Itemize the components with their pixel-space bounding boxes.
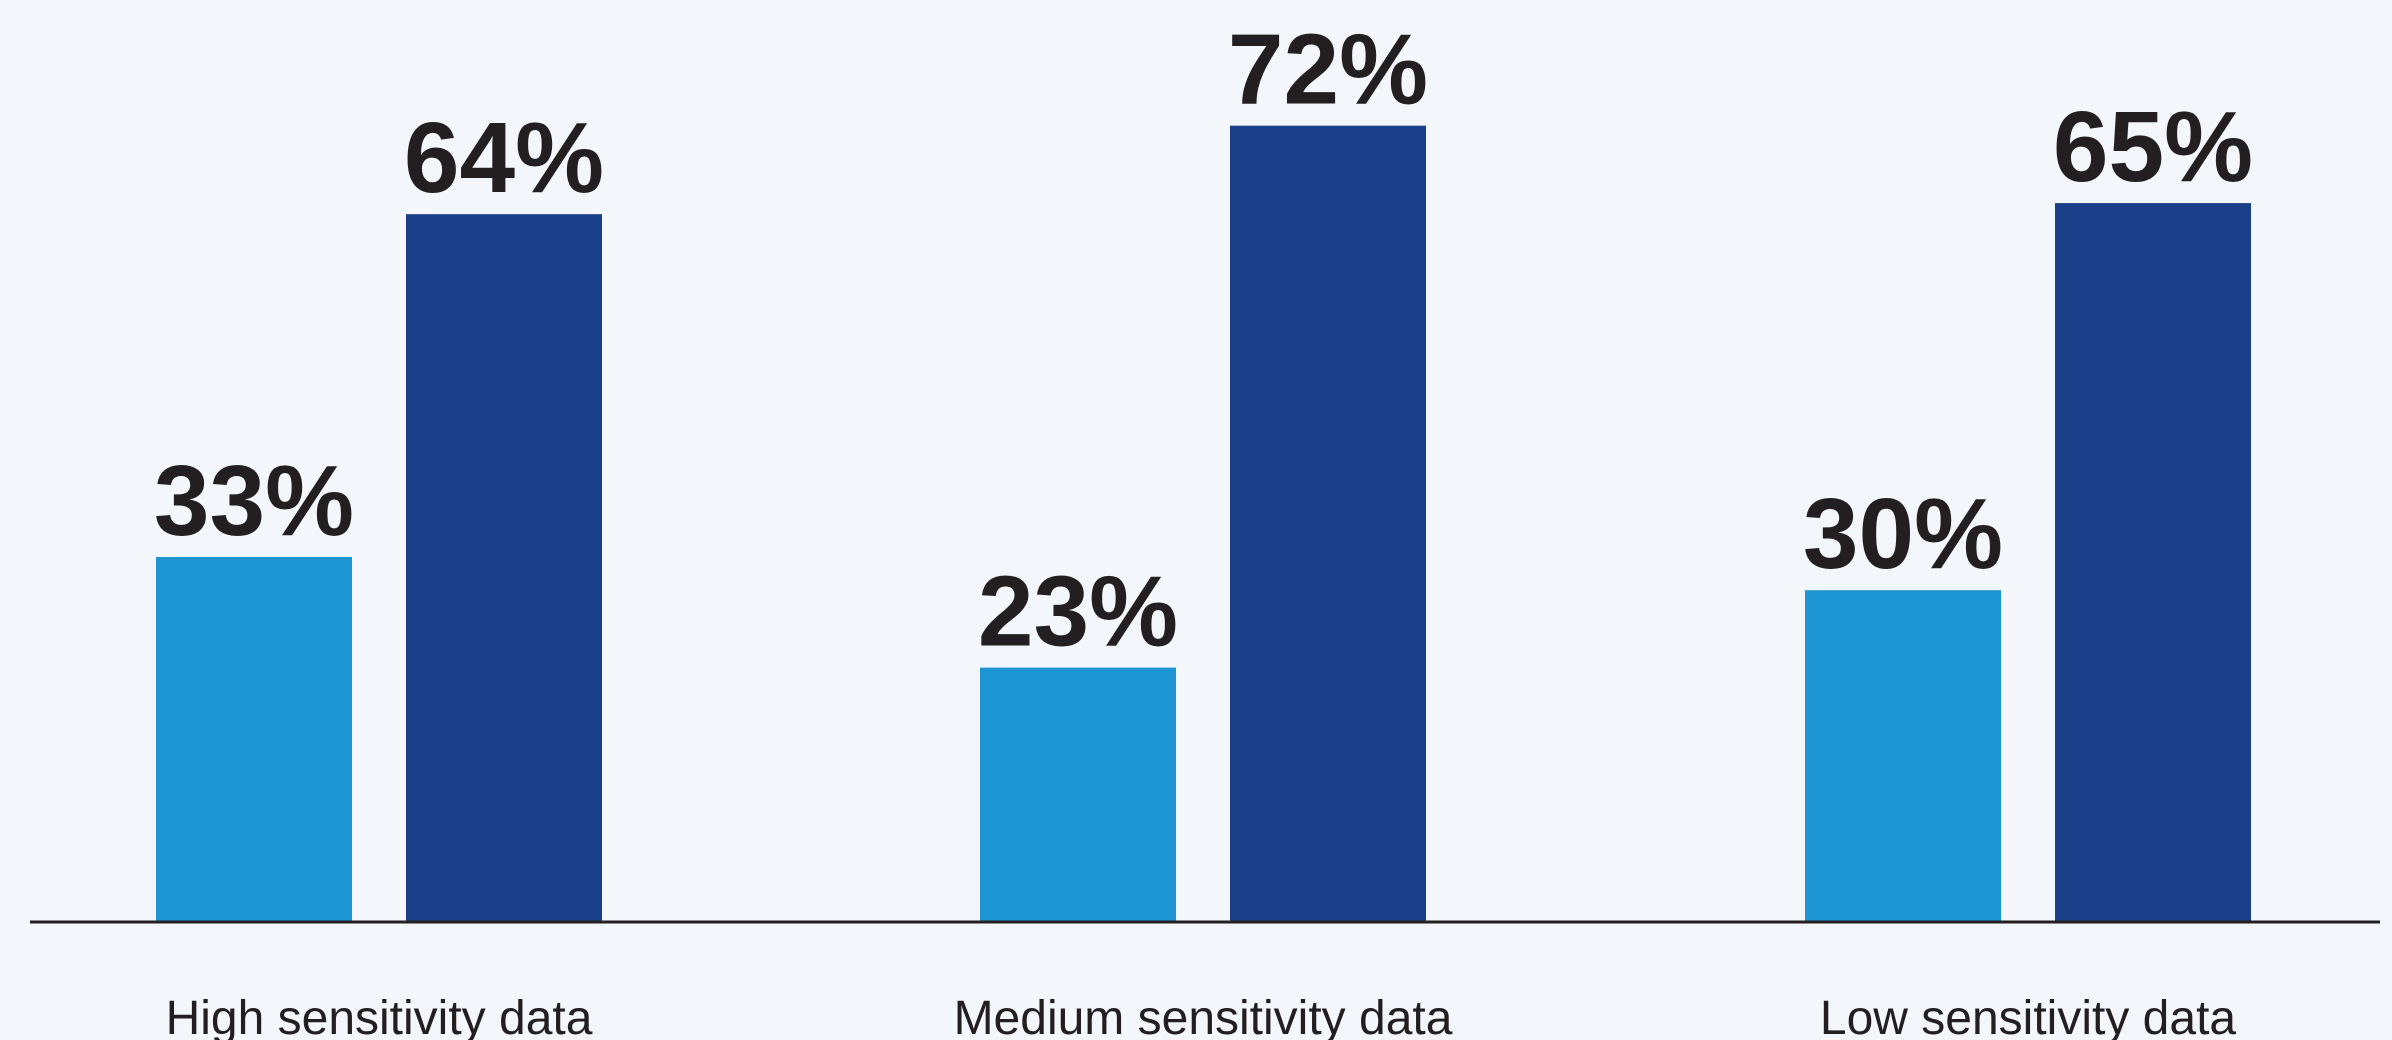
bar-1-series-1 — [1230, 125, 1426, 923]
bar-1-series-0 — [980, 667, 1176, 922]
bar-0-series-0 — [156, 557, 352, 922]
value-label-1-series-1: 72% — [1228, 14, 1428, 126]
category-label-0: High sensitivity data — [166, 992, 593, 1040]
value-label-2-series-1: 65% — [2053, 91, 2253, 203]
category-label-2: Low sensitivity data — [1820, 992, 2237, 1040]
category-label-1: Medium sensitivity data — [954, 992, 1453, 1040]
value-label-0-series-1: 64% — [404, 102, 604, 214]
value-label-0-series-0: 33% — [154, 445, 354, 557]
value-labels-group: 33% 23% 30% 64% 72% 65% — [154, 14, 2253, 668]
bar-0-series-1 — [406, 214, 602, 922]
value-label-1-series-0: 23% — [978, 556, 1178, 668]
value-label-2-series-0: 30% — [1803, 478, 2003, 590]
bar-2-series-0 — [1805, 590, 2001, 922]
bars-group — [156, 125, 2251, 923]
category-labels-group: High sensitivity data Medium sensitivity … — [166, 992, 2237, 1040]
bar-2-series-1 — [2055, 203, 2251, 923]
